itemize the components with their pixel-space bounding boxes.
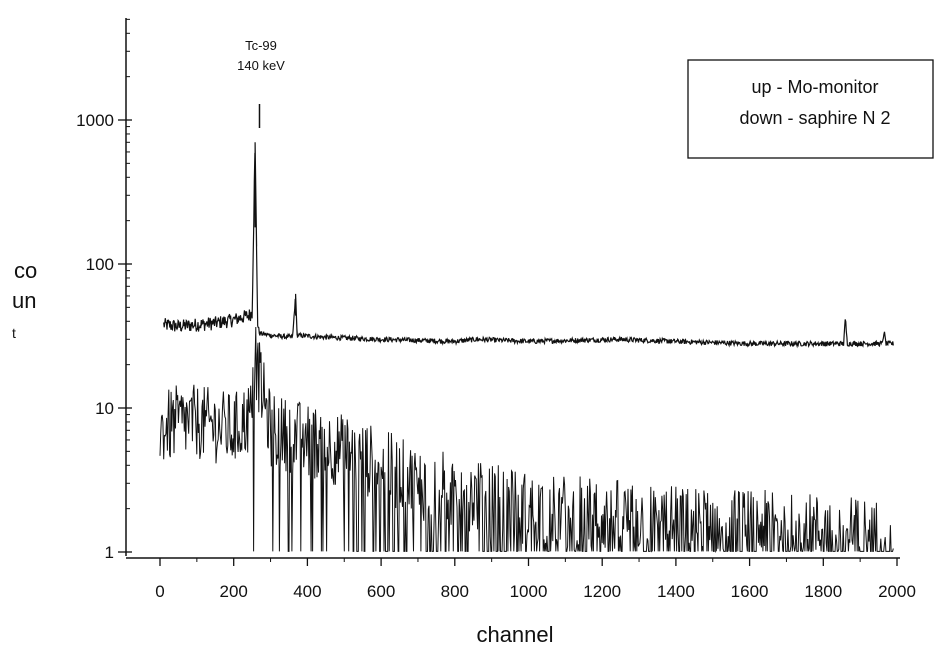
y-tick-label: 1000 [76, 111, 114, 130]
y-tick-label: 1 [105, 543, 114, 562]
x-tick-label: 2000 [878, 582, 916, 601]
x-tick-label: 400 [293, 582, 321, 601]
y-tick-label: 100 [86, 255, 114, 274]
x-tick-label: 0 [155, 582, 164, 601]
annotation-line-2: 140 keV [237, 58, 285, 73]
y-axis-label-line-2: un [12, 288, 36, 313]
x-tick-label: 200 [220, 582, 248, 601]
peak-annotation: Tc-99 140 keV [237, 38, 285, 73]
legend-line-down: down - saphire N 2 [739, 108, 890, 128]
x-tick-label: 1800 [804, 582, 842, 601]
y-axis-label-line-3: t [12, 325, 16, 341]
x-tick-label: 1600 [731, 582, 769, 601]
x-tick-label: 800 [441, 582, 469, 601]
x-tick-label: 1000 [510, 582, 548, 601]
series-up-line [163, 142, 894, 349]
x-axis-label: channel [476, 622, 553, 647]
legend: up - Mo-monitor down - saphire N 2 [687, 59, 934, 159]
y-axis-label: co un t [12, 258, 37, 341]
legend-box [687, 59, 934, 159]
axes: 1 10 100 1000 0 200 400 600 800 1000 1200 1400 1600 1… [76, 18, 916, 601]
plot-area [159, 104, 894, 553]
y-tick-label: 10 [95, 399, 114, 418]
x-tick-label: 1400 [657, 582, 695, 601]
annotation-line-1: Tc-99 [245, 38, 277, 53]
series-down-line [159, 326, 894, 553]
x-tick-label: 600 [367, 582, 395, 601]
legend-line-up: up - Mo-monitor [751, 77, 878, 97]
y-axis-label-line-1: co [14, 258, 37, 283]
x-tick-label: 1200 [583, 582, 621, 601]
